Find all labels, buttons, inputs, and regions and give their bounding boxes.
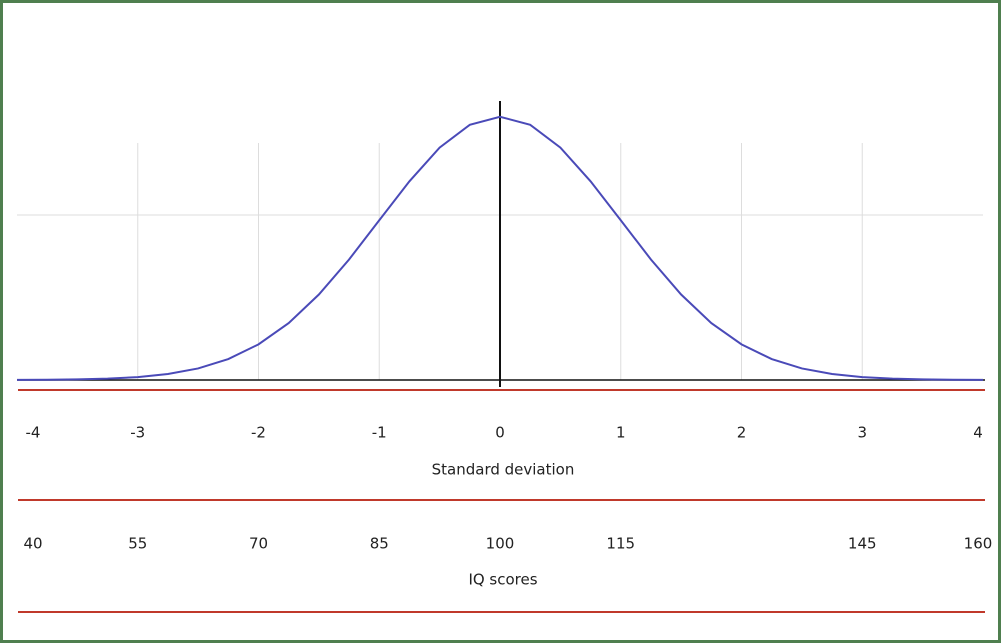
x-tick-label: -4 [26,424,41,442]
x2-tick-label: 145 [848,535,877,553]
x2-tick-label: 55 [128,535,147,553]
x-axis-label: Standard deviation [432,461,575,479]
x-tick-label: 3 [857,424,867,442]
x-tick-label: 2 [737,424,747,442]
x2-tick-label: 160 [964,535,993,553]
x2-axis-label: IQ scores [468,571,537,589]
x-tick-label: -2 [251,424,266,442]
x2-tick-label: 40 [23,535,42,553]
curve [16,115,984,381]
x2-tick-label: 85 [370,535,389,553]
x-tick-label: 4 [973,424,983,442]
x-tick-label: 1 [616,424,626,442]
x2-tick-label: 70 [249,535,268,553]
x2-tick-label: 100 [486,535,515,553]
x-tick-label: -3 [130,424,145,442]
chart: Standard deviation IQ scores -4 -3 -2 -1 0 1 2… [16,101,993,613]
x2-tick-label: 115 [606,535,635,553]
x-tick-label: 0 [495,424,505,442]
x-tick-label: -1 [372,424,387,442]
